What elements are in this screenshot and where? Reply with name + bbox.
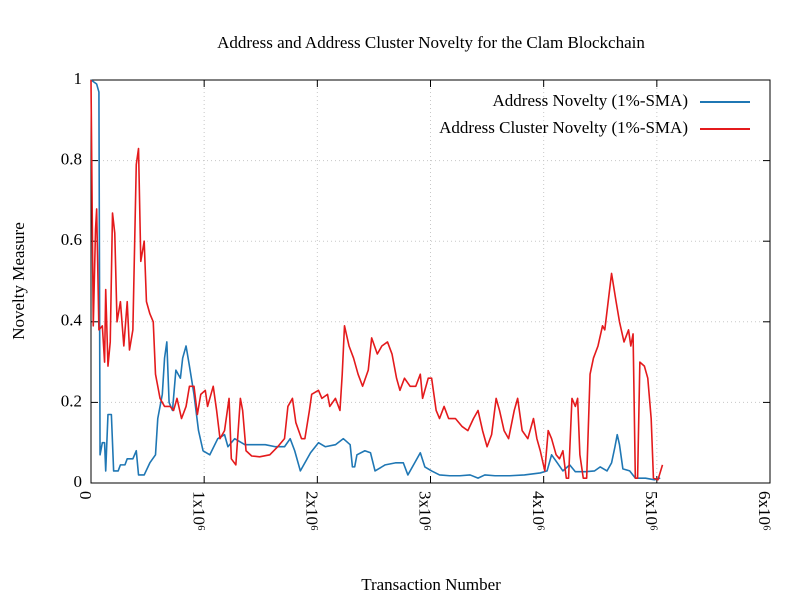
y-tick-label: 0.4 [61,311,83,330]
x-tick-label: 3x10⁶ [416,491,435,531]
y-tick-label: 0.6 [61,230,82,249]
y-axis-label: Novelty Measure [9,222,28,340]
y-tick-label: 0 [74,472,83,491]
x-tick-label: 5x10⁶ [642,491,661,531]
y-tick-label: 0.8 [61,150,82,169]
x-tick-label: 2x10⁶ [302,491,321,531]
x-axis-label: Transaction Number [361,575,501,594]
chart-title: Address and Address Cluster Novelty for … [217,33,645,52]
data-line [90,79,664,481]
plot-frame [90,79,771,484]
x-tick-label: 1x10⁶ [189,491,208,531]
data-line [90,79,661,481]
y-tick-label: 1 [74,69,83,88]
x-tick-label: 0 [76,491,95,500]
y-tick-label: 0.2 [61,391,82,410]
x-tick-label: 6x10⁶ [755,491,774,531]
legend-label: Address Novelty (1%-SMA) [493,91,688,110]
x-tick-label: 4x10⁶ [529,491,548,531]
legend-label: Address Cluster Novelty (1%-SMA) [439,118,688,137]
